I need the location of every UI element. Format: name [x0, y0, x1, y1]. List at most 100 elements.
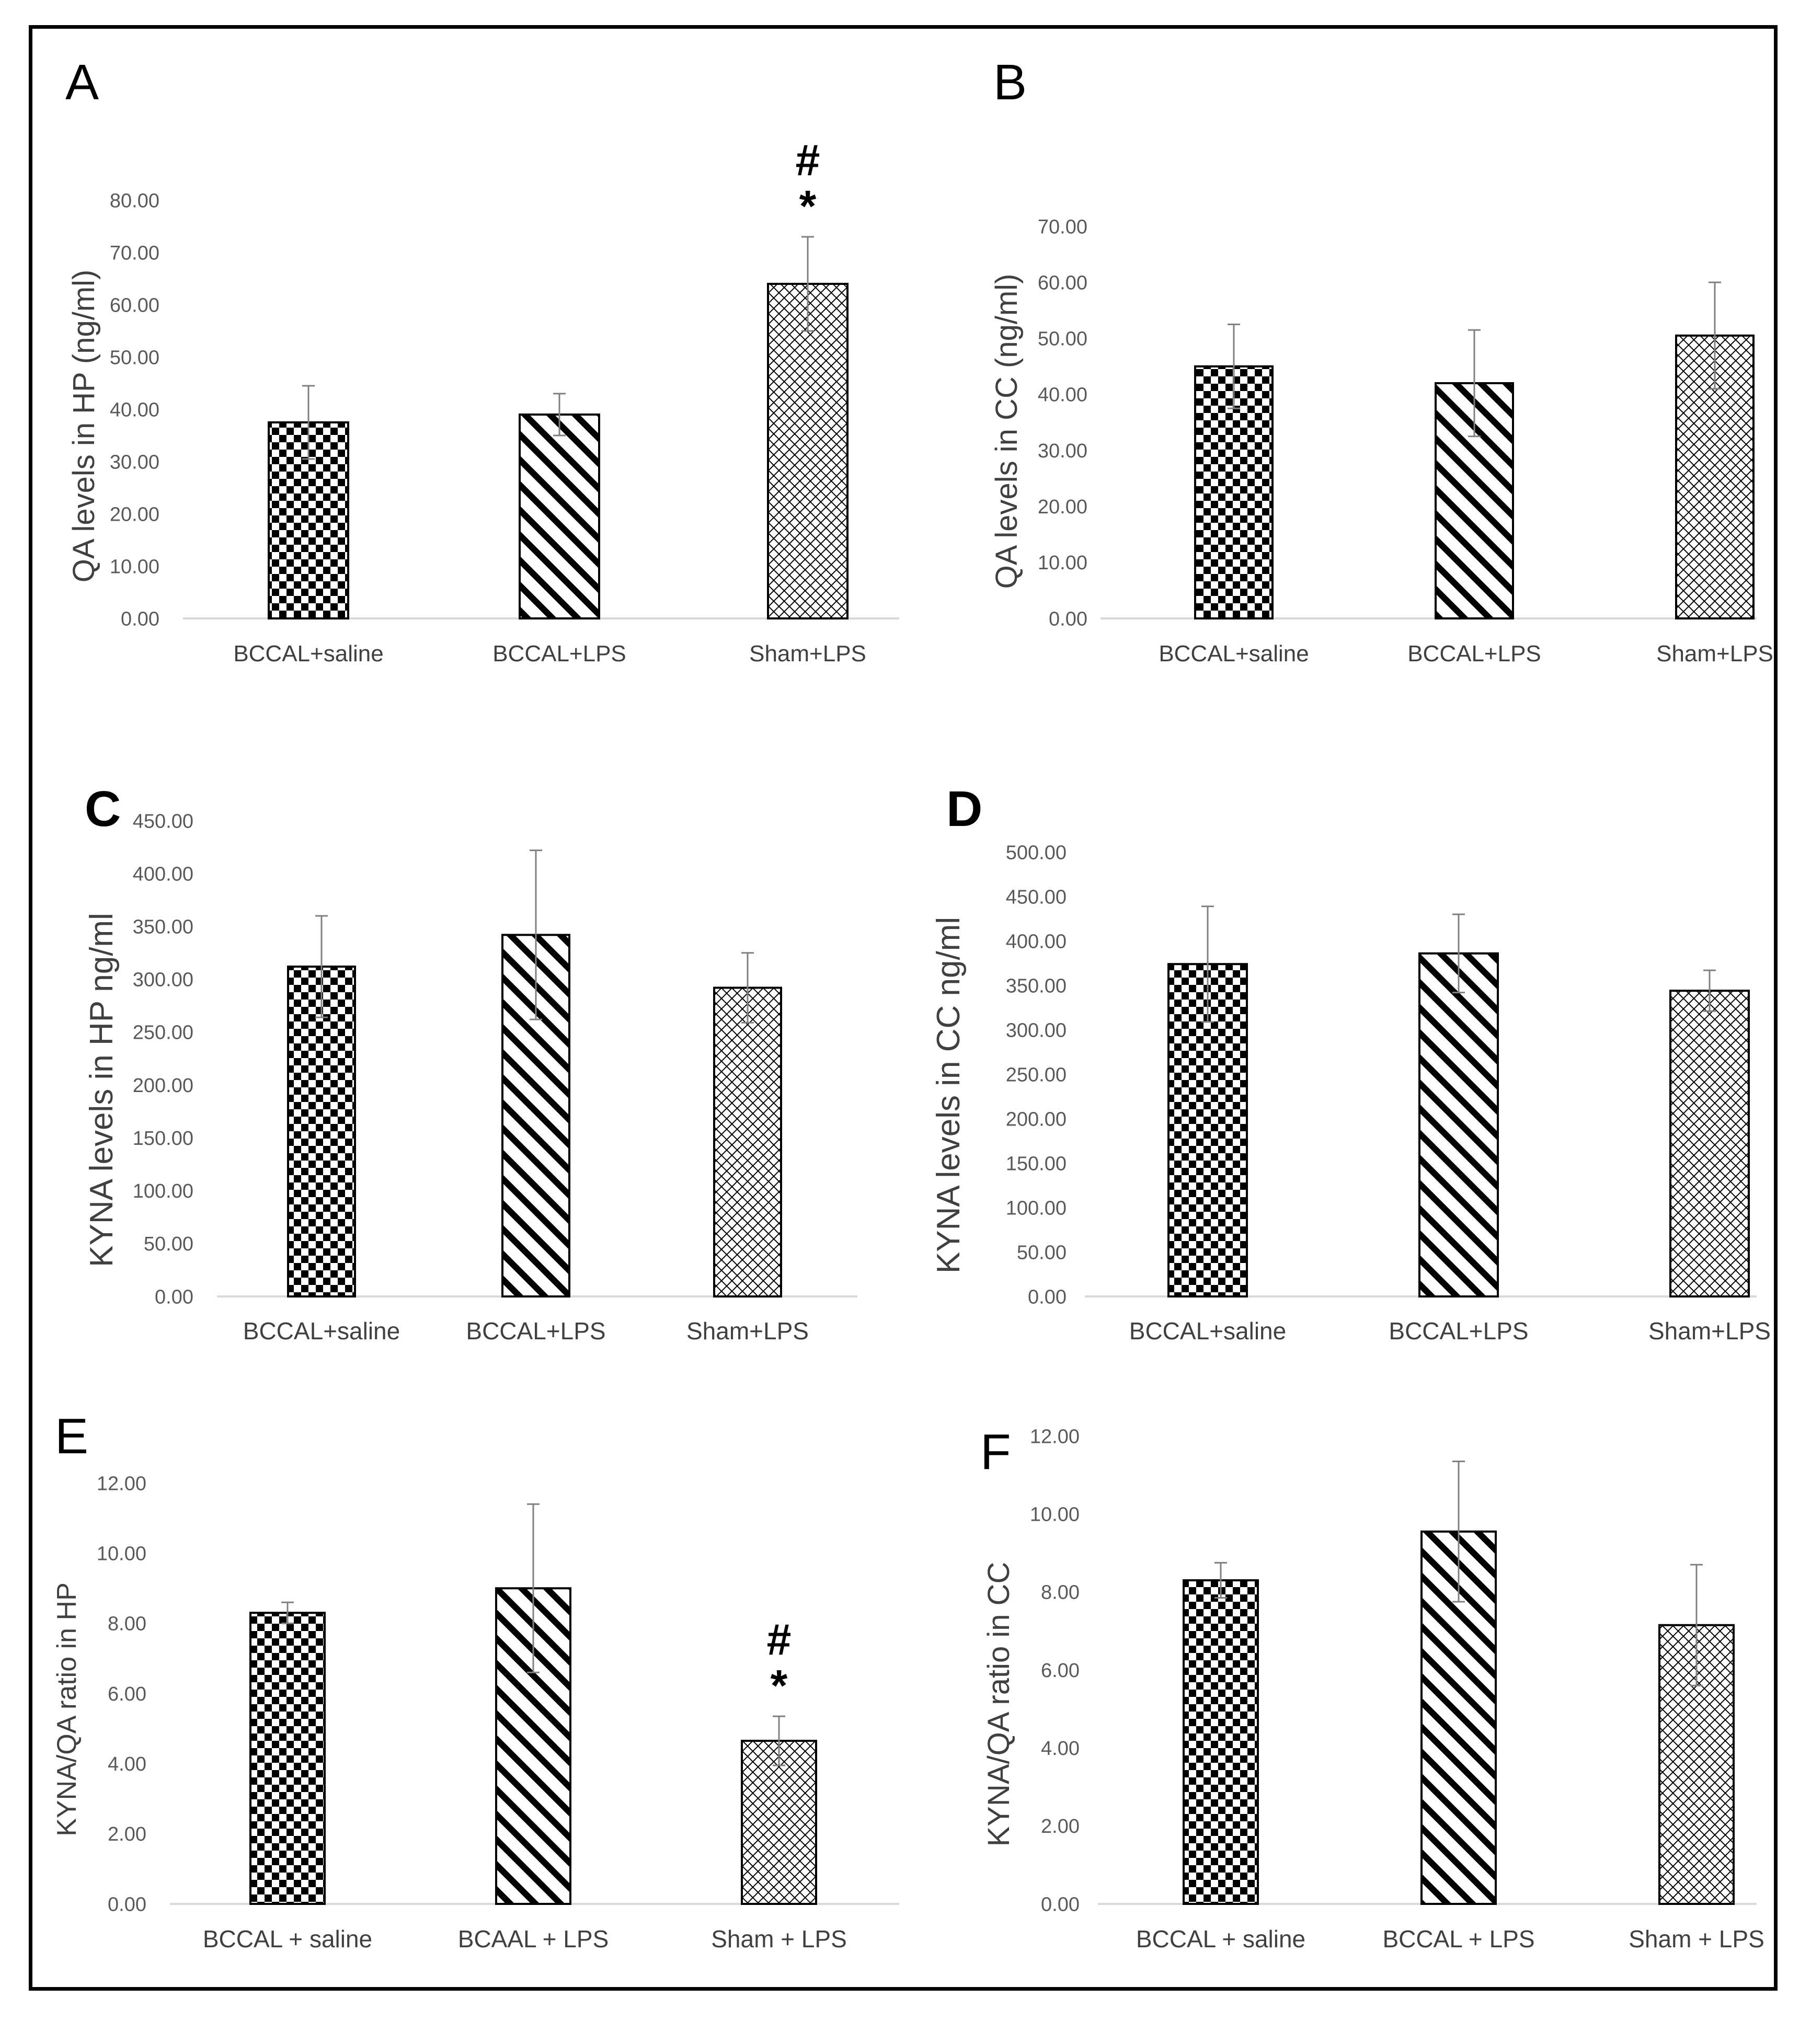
bar	[741, 1740, 817, 1905]
error-bar	[1468, 329, 1481, 438]
x-category-label: BCCAL + saline	[203, 1925, 372, 1953]
x-category-label: BCCAL+LPS	[492, 641, 626, 667]
error-bar	[1452, 1460, 1465, 1603]
y-tick-label: 20.00	[1038, 496, 1087, 518]
y-tick-label: 400.00	[133, 863, 193, 885]
panel-a-svg: A QA levels in HP (ng/ml) 0.00 10.00 20.00…	[65, 54, 899, 667]
y-tick-label: 10.00	[1038, 552, 1087, 574]
y-tick-label: 30.00	[1038, 440, 1087, 462]
y-tick-label: 60.00	[1038, 272, 1087, 294]
panel-e-chart: E KYNA/QA ratio in HP 0.00 2.00 4.00 6.00 8.…	[52, 1375, 941, 2044]
y-tick-label: 100.00	[133, 1180, 193, 1202]
y-tick-label: 10.00	[97, 1543, 146, 1565]
panel-c-chart: C KYNA levels in HP ng/ml 0.00 50.00 100.0…	[52, 758, 941, 1427]
panel-f-plot: 0.00 2.00 4.00 6.00 8.00 10.00 12.00 BCCAL + sa…	[1030, 1426, 1764, 1953]
error-bar	[801, 236, 814, 332]
panel-c-svg: C KYNA levels in HP ng/ml 0.00 50.00 100.0…	[84, 781, 857, 1345]
x-category-label: Sham+LPS	[686, 1317, 809, 1345]
error-bar	[1703, 969, 1716, 1012]
error-bar	[553, 393, 566, 437]
y-tick-label: 0.00	[155, 1286, 193, 1308]
y-tick-label: 150.00	[1006, 1153, 1067, 1175]
y-tick-label: 300.00	[133, 969, 193, 991]
y-tick-label: 0.00	[108, 1893, 146, 1915]
bar	[767, 283, 849, 619]
y-tick-label: 4.00	[1041, 1738, 1080, 1760]
x-category-label: BCCAL+LPS	[1407, 641, 1541, 667]
panel-b-svg: B QA levels in CC (ng/ml) 0.00 10.00 20.00…	[990, 54, 1773, 667]
y-tick-label: 250.00	[133, 1022, 193, 1044]
y-tick-label: 50.00	[144, 1233, 193, 1255]
x-category-label: BCCAL+saline	[243, 1317, 400, 1345]
bar	[1183, 1579, 1259, 1905]
x-category-label: Sham + LPS	[711, 1925, 847, 1953]
x-category-label: BCCAL+saline	[233, 641, 383, 667]
y-tick-label: 0.00	[1041, 1893, 1080, 1915]
panel-f-chart: F KYNA/QA ratio in CC 0.00 2.00 4.00 6.00 8.…	[889, 1375, 1778, 2044]
panel-d-y-axis-label: KYNA levels in CC ng/ml	[931, 917, 967, 1273]
y-tick-label: 350.00	[1006, 975, 1067, 997]
y-tick-label: 2.00	[108, 1823, 146, 1845]
y-tick-label: 20.00	[110, 503, 159, 525]
significance-asterisk: *	[771, 1661, 788, 1710]
y-tick-label: 50.00	[1017, 1242, 1067, 1264]
y-tick-label: 8.00	[1041, 1582, 1080, 1604]
x-category-label: Sham+LPS	[1656, 641, 1773, 667]
y-tick-label: 0.00	[1028, 1286, 1067, 1308]
panel-c-plot: 0.00 50.00 100.00 150.00 200.00 250.00 300.00 3…	[133, 810, 857, 1345]
panel-a-letter: A	[65, 54, 99, 110]
panel-c-y-axis-label: KYNA levels in HP ng/ml	[84, 913, 120, 1267]
panel-a-plot: 0.00 10.00 20.00 30.00 40.00 50.00 60.00 70.00 8…	[110, 135, 899, 667]
y-tick-label: 50.00	[110, 347, 159, 369]
figure-border	[29, 25, 1778, 1991]
panel-d-letter: D	[946, 781, 982, 837]
panel-f-y-axis-label: KYNA/QA ratio in CC	[982, 1562, 1016, 1847]
panel-a-y-axis-label: QA levels in HP (ng/ml)	[67, 270, 101, 582]
panel-d-plot: 0.00 50.00 100.00 150.00 200.00 250.00 300.00 3…	[1006, 842, 1771, 1345]
panel-e-svg: E KYNA/QA ratio in HP 0.00 2.00 4.00 6.00 8.…	[52, 1408, 899, 1953]
x-category-label: Sham+LPS	[1648, 1317, 1771, 1345]
y-tick-label: 10.00	[110, 556, 159, 578]
significance-hash: #	[796, 135, 820, 185]
panel-a-chart: A QA levels in HP (ng/ml) 0.00 10.00 20.00…	[52, 47, 941, 716]
y-tick-label: 12.00	[1030, 1426, 1080, 1448]
y-tick-label: 200.00	[1006, 1108, 1067, 1130]
y-tick-label: 100.00	[1006, 1197, 1067, 1219]
y-tick-label: 10.00	[1030, 1503, 1080, 1525]
y-tick-label: 30.00	[110, 451, 159, 473]
x-category-label: BCCAL+LPS	[466, 1317, 605, 1345]
error-bar	[741, 952, 754, 1024]
bar	[1418, 952, 1499, 1297]
y-tick-label: 50.00	[1038, 328, 1087, 350]
y-tick-label: 40.00	[1038, 384, 1087, 406]
x-category-label: BCAAL + LPS	[458, 1925, 609, 1953]
y-tick-label: 200.00	[133, 1075, 193, 1097]
panel-f-svg: F KYNA/QA ratio in CC 0.00 2.00 4.00 6.00 8.…	[980, 1424, 1764, 1953]
panel-b-y-axis-label: QA levels in CC (ng/ml)	[990, 274, 1024, 589]
error-bar	[530, 849, 542, 1020]
x-category-label: BCCAL+saline	[1159, 641, 1309, 667]
bar	[249, 1612, 326, 1905]
y-tick-label: 70.00	[110, 242, 159, 264]
significance-hash: #	[767, 1615, 792, 1664]
x-category-label: BCCAL + LPS	[1382, 1925, 1534, 1953]
y-tick-label: 0.00	[1049, 608, 1087, 630]
error-bar	[1228, 324, 1240, 409]
error-bar	[315, 915, 328, 1018]
panel-c-letter: C	[85, 781, 121, 837]
y-tick-label: 12.00	[97, 1473, 146, 1495]
y-tick-label: 450.00	[1006, 886, 1067, 908]
error-bar	[1201, 905, 1214, 1023]
error-bar	[302, 385, 315, 460]
y-tick-label: 70.00	[1038, 216, 1087, 238]
y-tick-label: 2.00	[1041, 1816, 1080, 1838]
y-tick-label: 250.00	[1006, 1064, 1067, 1086]
x-category-label: BCCAL+saline	[1129, 1317, 1286, 1345]
y-tick-label: 150.00	[133, 1128, 193, 1150]
panel-b-letter: B	[993, 54, 1027, 110]
significance-asterisk: *	[799, 181, 817, 231]
error-bar	[773, 1715, 785, 1766]
error-bar	[1709, 281, 1721, 390]
y-tick-label: 450.00	[133, 810, 193, 832]
bar	[519, 414, 600, 619]
